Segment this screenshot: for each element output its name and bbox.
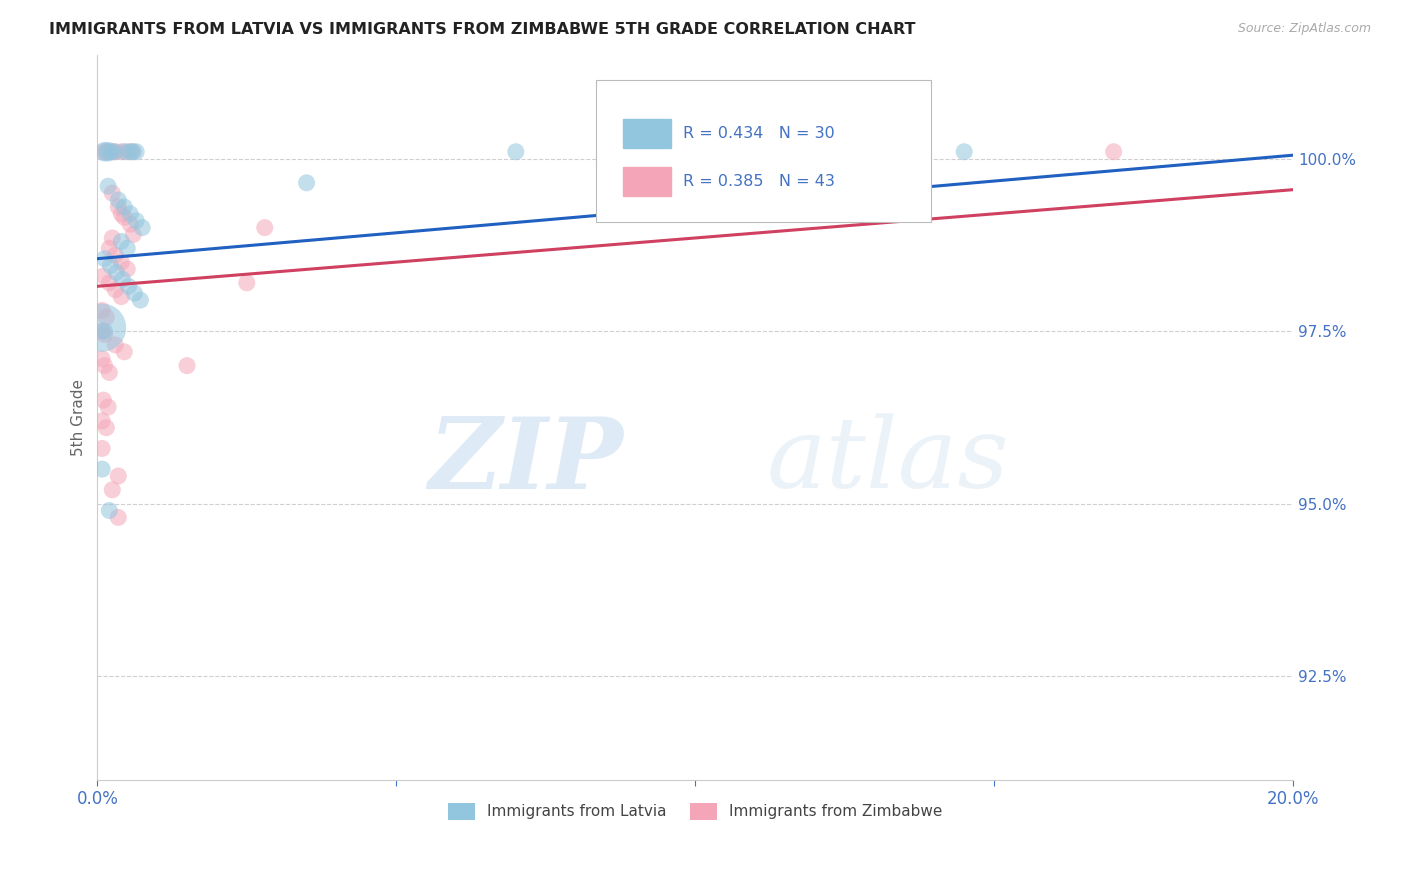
Text: ZIP: ZIP	[429, 413, 623, 509]
Point	[107, 193, 129, 207]
Point	[112, 211, 135, 225]
Point	[98, 503, 121, 517]
Point	[953, 145, 976, 159]
Point	[91, 268, 114, 283]
Point	[111, 272, 134, 286]
Point	[91, 145, 114, 159]
Point	[101, 483, 124, 497]
Point	[112, 344, 135, 359]
Point	[505, 145, 527, 159]
Point	[91, 414, 114, 428]
Point	[93, 145, 115, 159]
Point	[120, 207, 142, 221]
Point	[93, 324, 115, 338]
Point	[100, 145, 122, 159]
Point	[96, 310, 118, 325]
Point	[110, 255, 132, 269]
Text: R = 0.385   N = 43: R = 0.385 N = 43	[683, 175, 835, 189]
Point	[295, 176, 318, 190]
Point	[97, 400, 120, 414]
Point	[104, 338, 127, 352]
Point	[91, 320, 114, 334]
Point	[93, 327, 115, 342]
Point	[120, 217, 142, 231]
Point	[110, 290, 132, 304]
Point	[253, 220, 276, 235]
Point	[236, 276, 259, 290]
Point	[122, 227, 145, 242]
Point	[91, 351, 114, 366]
Point	[176, 359, 198, 373]
Text: IMMIGRANTS FROM LATVIA VS IMMIGRANTS FROM ZIMBABWE 5TH GRADE CORRELATION CHART: IMMIGRANTS FROM LATVIA VS IMMIGRANTS FRO…	[49, 22, 915, 37]
Point	[117, 279, 139, 293]
Point	[124, 286, 146, 301]
Text: atlas: atlas	[766, 413, 1010, 508]
Point	[115, 262, 138, 277]
Point	[112, 145, 135, 159]
Text: Source: ZipAtlas.com: Source: ZipAtlas.com	[1237, 22, 1371, 36]
Legend: Immigrants from Latvia, Immigrants from Zimbabwe: Immigrants from Latvia, Immigrants from …	[441, 797, 949, 826]
Point	[104, 145, 127, 159]
Point	[131, 220, 153, 235]
Point	[97, 145, 120, 159]
Point	[91, 442, 114, 456]
Point	[107, 510, 129, 524]
Point	[103, 145, 125, 159]
Point	[122, 145, 145, 159]
Point	[100, 259, 122, 273]
Point	[104, 248, 127, 262]
Point	[96, 145, 118, 159]
FancyBboxPatch shape	[596, 80, 931, 222]
Point	[129, 293, 152, 307]
Point	[91, 303, 114, 318]
Point	[98, 241, 121, 255]
Point	[96, 421, 118, 435]
Point	[104, 283, 127, 297]
Text: R = 0.434   N = 30: R = 0.434 N = 30	[683, 126, 835, 141]
Point	[101, 231, 124, 245]
Point	[107, 469, 129, 483]
Point	[110, 145, 132, 159]
Point	[115, 241, 138, 255]
Point	[125, 213, 148, 227]
Point	[125, 145, 148, 159]
Point	[110, 207, 132, 221]
Point	[101, 186, 124, 201]
Point	[91, 462, 114, 476]
Point	[120, 145, 142, 159]
FancyBboxPatch shape	[623, 119, 671, 148]
Point	[91, 324, 114, 338]
Point	[97, 179, 120, 194]
Point	[112, 200, 135, 214]
FancyBboxPatch shape	[623, 168, 671, 196]
Point	[107, 200, 129, 214]
Y-axis label: 5th Grade: 5th Grade	[72, 379, 86, 456]
Point	[91, 393, 114, 408]
Point	[100, 145, 122, 159]
Point	[105, 265, 128, 279]
Point	[115, 145, 138, 159]
Point	[98, 366, 121, 380]
Point	[110, 235, 132, 249]
Point	[93, 359, 115, 373]
Point	[1102, 145, 1125, 159]
Point	[98, 276, 121, 290]
Point	[121, 145, 143, 159]
Point	[93, 252, 115, 266]
